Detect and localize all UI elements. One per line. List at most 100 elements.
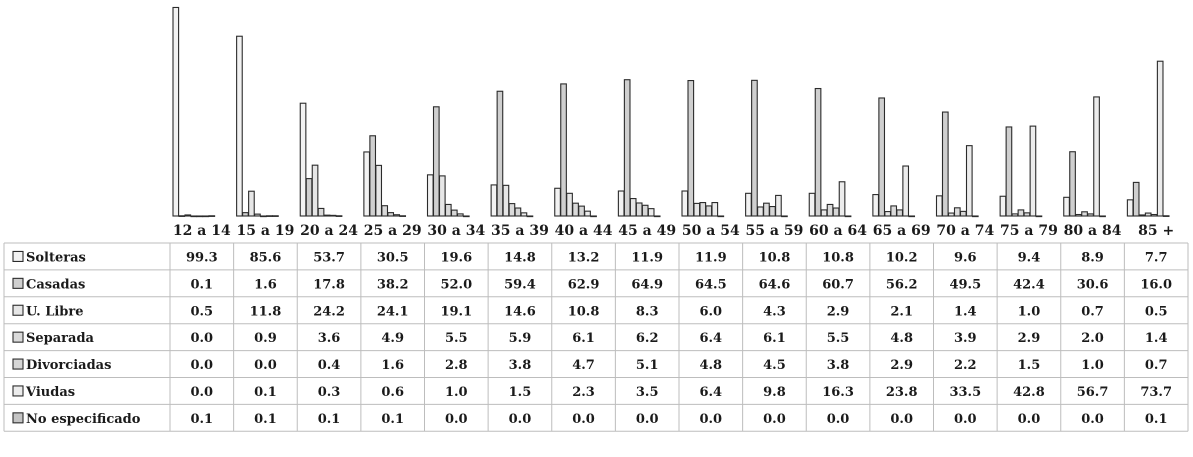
data-label: 23.8	[886, 385, 918, 400]
data-label: 2.0	[1081, 331, 1104, 346]
bar-solteras-15	[1126, 199, 1134, 217]
bar-u-libre-12	[947, 212, 955, 217]
bar-casadas-14	[1069, 151, 1076, 217]
table-row: Viudas 0.0 0.1 0.3 0.6 1.0 1.5 2.3 3.5 6.4 9.8 16.3…	[12, 385, 1172, 400]
data-label: 11.9	[631, 250, 663, 265]
data-label: 3.8	[509, 358, 532, 373]
bar-separada-8	[699, 202, 707, 217]
data-label: 0.0	[509, 412, 532, 427]
data-label: 2.9	[1018, 331, 1041, 346]
data-label: 4.8	[890, 331, 913, 346]
bar-viudas-5	[520, 212, 528, 217]
bar-u-libre-4	[438, 175, 446, 217]
bar-divorciadas-12	[959, 210, 967, 217]
x-tick-label: 80 a 84	[1064, 223, 1122, 239]
bar-u-libre-3	[375, 164, 383, 217]
bar-casadas-6	[560, 83, 567, 217]
data-label: 3.8	[827, 358, 850, 373]
bar-separada-9	[763, 202, 770, 217]
data-label: 2.2	[954, 358, 977, 373]
bar-solteras-6	[554, 187, 561, 217]
bar-casadas-4	[432, 106, 440, 217]
data-label: 0.9	[254, 331, 277, 346]
data-label: 30.5	[377, 250, 409, 265]
data-label: 0.0	[763, 412, 786, 427]
bar-no-especificado-8	[717, 215, 725, 218]
bar-divorciadas-7	[641, 204, 649, 217]
data-label: 0.0	[190, 385, 213, 400]
bar-viudas-11	[902, 165, 910, 217]
bar-u-libre-1	[248, 190, 255, 217]
data-label: 4.7	[572, 358, 595, 373]
bar-no-especificado-1	[272, 215, 279, 217]
bar-casadas-0	[178, 215, 186, 217]
bar-viudas-12	[965, 145, 973, 217]
x-tick-label: 12 a 14	[173, 223, 231, 239]
bar-solteras-13	[999, 195, 1007, 217]
data-label: 2.9	[890, 358, 913, 373]
bar-casadas-8	[687, 80, 695, 217]
data-label: 6.1	[763, 331, 786, 346]
bar-no-especificado-10	[844, 215, 852, 218]
bar-u-libre-11	[884, 211, 892, 217]
bar-casadas-12	[941, 111, 949, 217]
data-label: 30.6	[1077, 277, 1109, 292]
bar-no-especificado-14	[1099, 215, 1106, 218]
bar-u-libre-6	[566, 192, 573, 217]
bar-divorciadas-6	[578, 205, 585, 217]
bar-casadas-3	[369, 135, 377, 217]
bar-no-especificado-11	[908, 215, 916, 218]
bar-u-libre-8	[693, 202, 701, 217]
legend-swatch	[12, 412, 24, 424]
data-label: 8.9	[1081, 250, 1104, 265]
bar-u-libre-13	[1011, 213, 1019, 217]
data-label: 4.5	[763, 358, 786, 373]
data-label: 10.8	[568, 304, 600, 319]
bar-solteras-14	[1063, 196, 1070, 217]
legend-label: No especificado	[26, 412, 141, 427]
data-label: 56.2	[886, 277, 918, 292]
legend-label: Solteras	[26, 250, 86, 265]
data-label: 0.6	[381, 385, 404, 400]
data-label: 0.1	[254, 385, 277, 400]
data-label: 0.1	[1145, 412, 1168, 427]
data-label: 14.6	[504, 304, 536, 319]
data-label: 0.0	[890, 412, 913, 427]
data-label: 73.7	[1140, 385, 1172, 400]
data-label: 3.5	[636, 385, 659, 400]
data-label: 10.8	[759, 250, 791, 265]
bar-no-especificado-4	[462, 215, 470, 218]
data-label: 1.0	[1018, 304, 1041, 319]
data-label: 0.0	[190, 358, 213, 373]
bar-viudas-0	[202, 215, 210, 218]
data-label: 0.0	[1018, 412, 1041, 427]
bar-divorciadas-4	[450, 209, 458, 217]
bar-divorciadas-5	[514, 207, 522, 217]
data-label: 2.1	[890, 304, 913, 319]
bar-separada-5	[508, 203, 516, 217]
data-label: 5.5	[445, 331, 468, 346]
bar-casadas-11	[878, 97, 886, 217]
bar-viudas-4	[456, 213, 464, 217]
legend-swatch	[12, 250, 24, 262]
data-label: 59.4	[504, 277, 536, 292]
bar-separada-11	[890, 205, 898, 217]
data-label: 17.8	[313, 277, 345, 292]
data-label: 13.2	[568, 250, 600, 265]
bar-viudas-1	[266, 215, 273, 217]
bar-no-especificado-0	[208, 215, 216, 217]
bar-viudas-7	[647, 208, 655, 217]
data-label: 0.0	[445, 412, 468, 427]
data-label: 0.7	[1081, 304, 1104, 319]
bars-group	[172, 6, 1170, 218]
bar-solteras-0	[172, 6, 180, 217]
data-label: 42.8	[1013, 385, 1045, 400]
data-label: 0.0	[954, 412, 977, 427]
bar-no-especificado-15	[1162, 215, 1170, 217]
legend-label: Viudas	[25, 385, 75, 400]
data-label: 0.1	[254, 412, 277, 427]
table-row: Solteras 99.3 85.6 53.7 30.5 19.6 14.8 13.2 11.9…	[12, 250, 1168, 265]
bar-solteras-11	[872, 194, 880, 217]
bar-u-libre-15	[1138, 214, 1146, 217]
data-label: 42.4	[1013, 277, 1045, 292]
